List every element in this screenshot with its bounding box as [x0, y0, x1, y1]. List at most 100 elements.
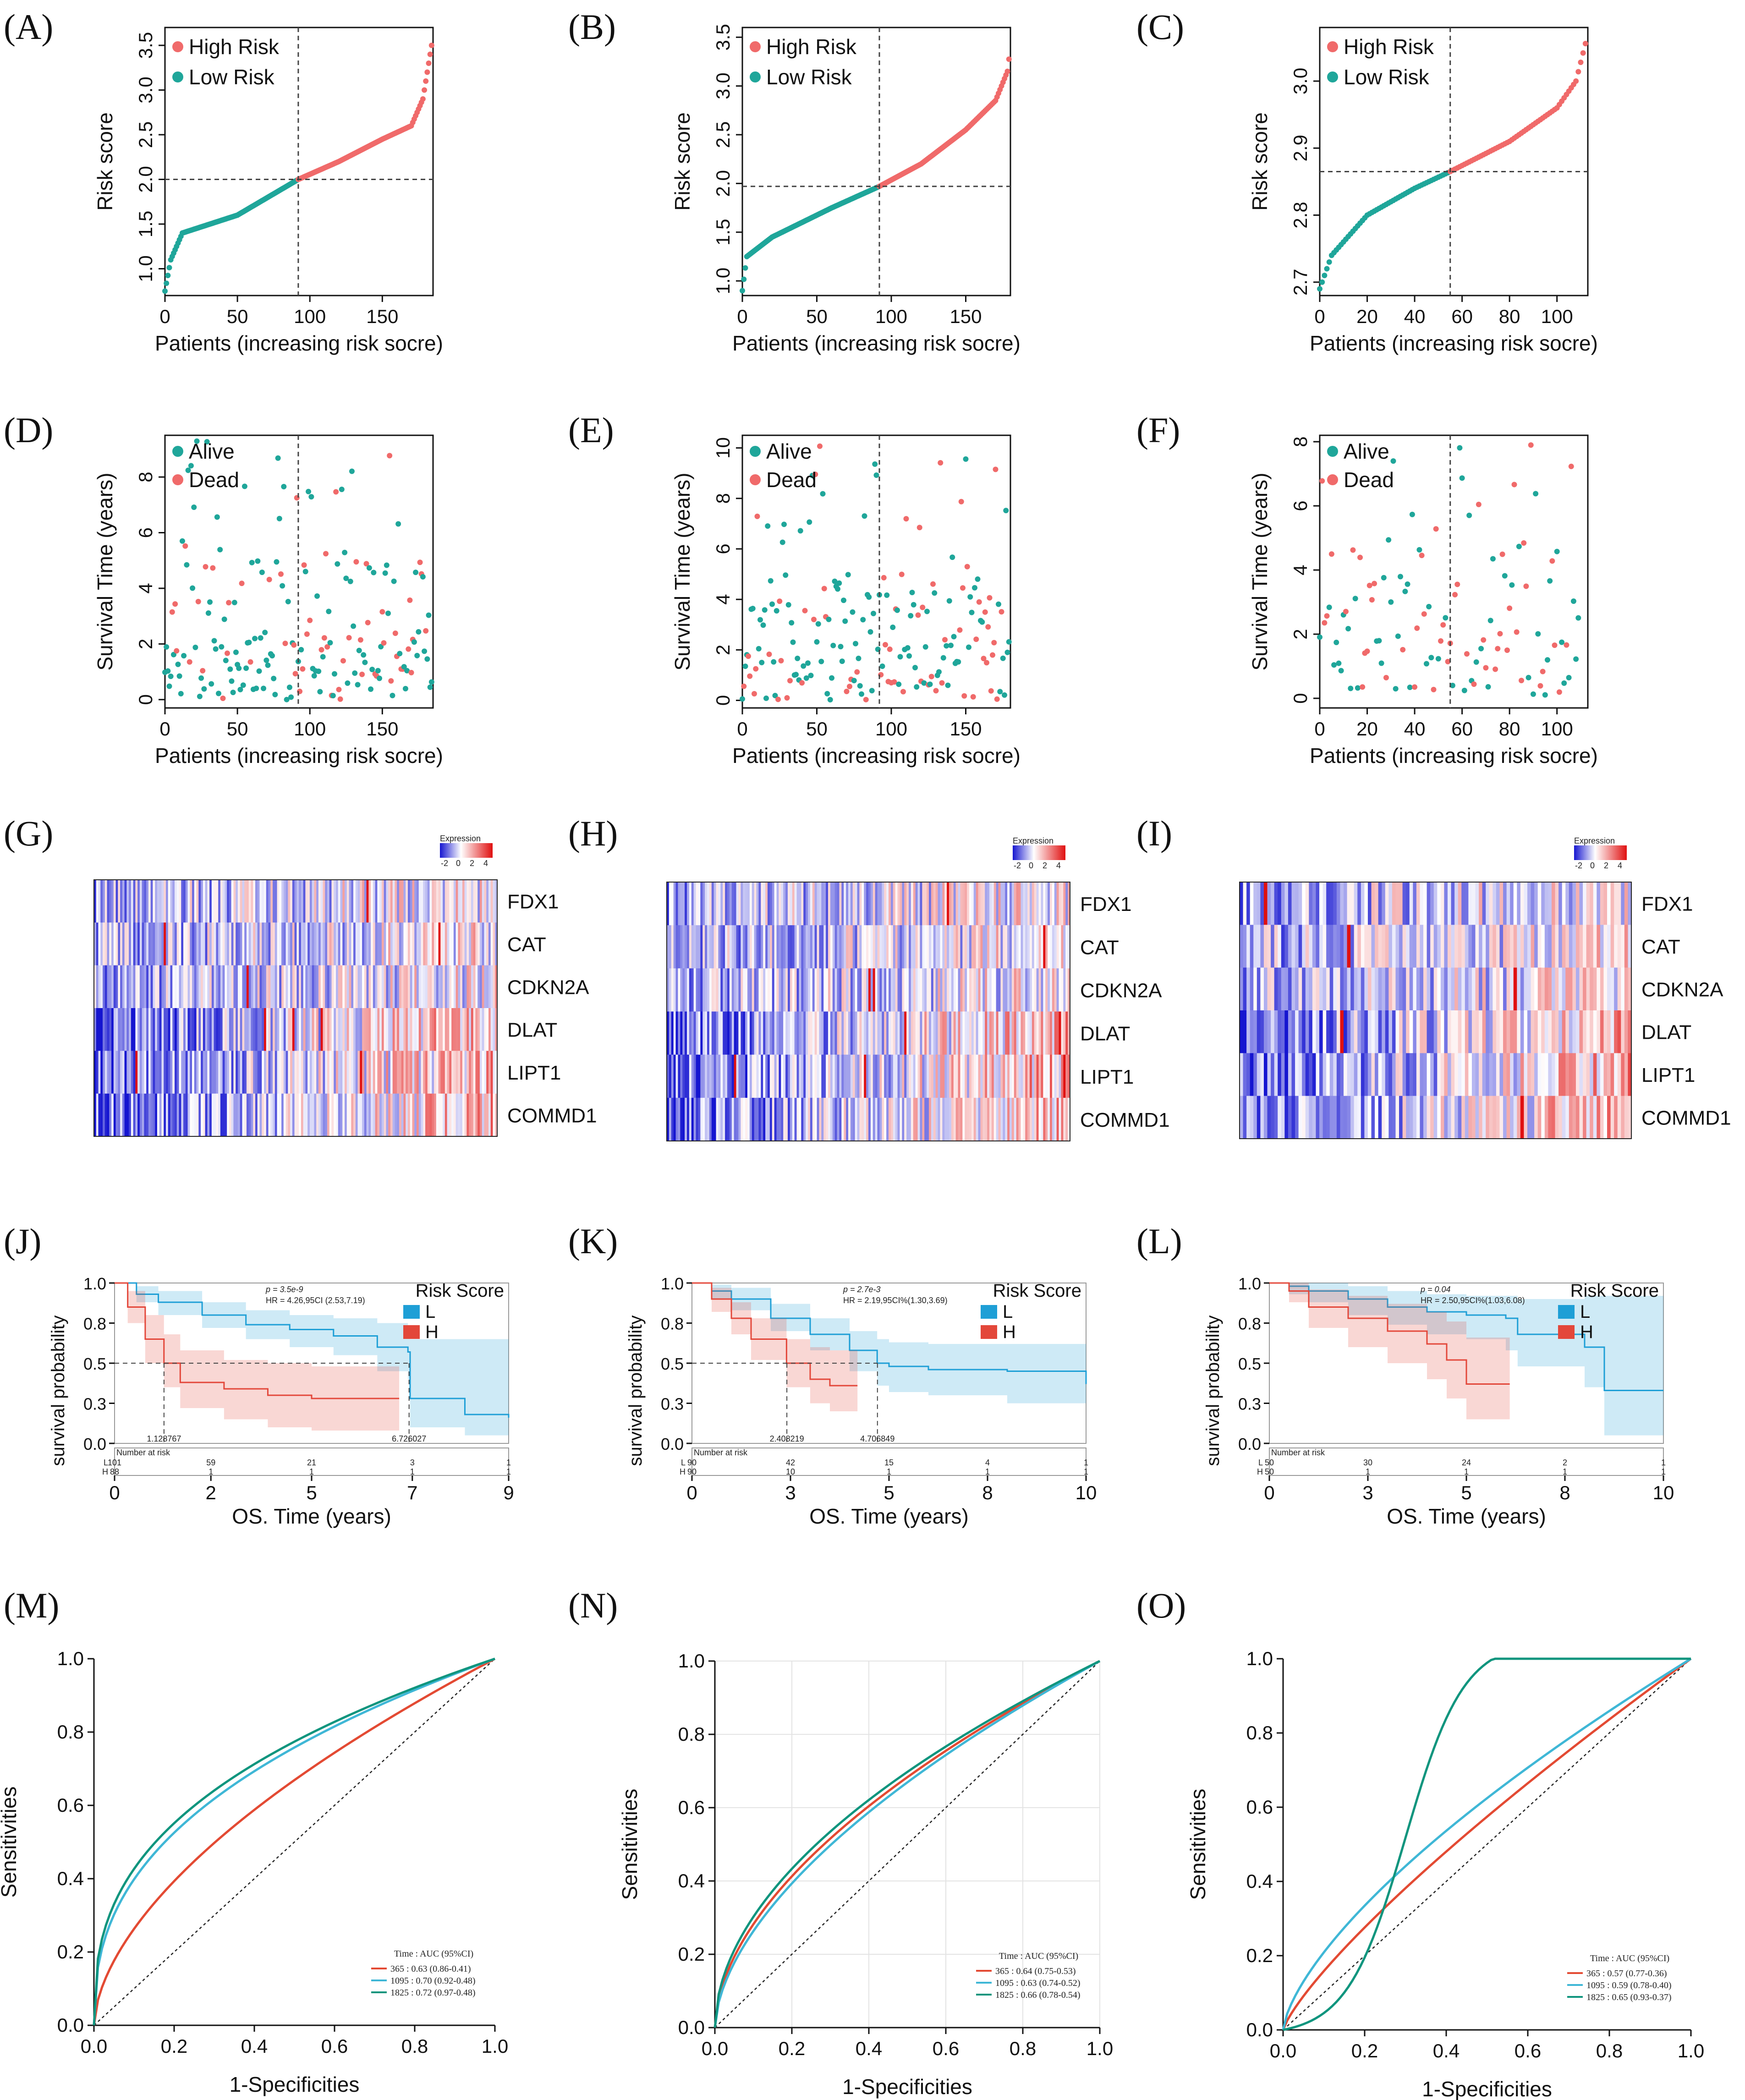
heat-cell — [996, 1011, 999, 1055]
alive-point — [176, 673, 182, 679]
heat-cell — [412, 1008, 415, 1051]
heat-cell — [808, 882, 811, 926]
heat-cell — [1597, 967, 1601, 1011]
heat-cell — [709, 1097, 712, 1141]
risk-count-H: 88 — [110, 1467, 119, 1476]
heat-cell — [989, 1011, 992, 1055]
roc-legend-label: 1825 : 0.66 (0.78-0.54) — [995, 1990, 1081, 2000]
heat-cell — [338, 1008, 341, 1051]
heat-cell — [1537, 882, 1542, 925]
heat-cell — [848, 925, 851, 969]
heat-cell — [967, 1011, 970, 1055]
heat-cell — [1065, 882, 1068, 926]
heat-cell — [115, 1051, 118, 1094]
alive-point — [851, 678, 857, 684]
heat-cell — [1551, 1053, 1556, 1097]
alive-point — [779, 539, 785, 545]
x-tick-label: 2 — [206, 1482, 216, 1503]
risk-point — [1582, 41, 1588, 47]
heat-cell — [855, 1097, 858, 1141]
heat-cell — [781, 968, 784, 1012]
heat-cell — [368, 1093, 371, 1137]
heat-cell — [1430, 1010, 1434, 1053]
heat-cell — [1063, 882, 1066, 926]
heat-cell — [294, 922, 297, 966]
x-tick-label: 100 — [1541, 718, 1573, 740]
heat-cell — [150, 965, 154, 1009]
heat-cell — [397, 1093, 400, 1137]
heat-cell — [747, 882, 750, 926]
heat-cell — [231, 1008, 234, 1051]
heat-cell — [285, 1008, 288, 1051]
heat-cell — [390, 1051, 393, 1094]
heat-cell — [864, 968, 867, 1012]
heat-cell — [1531, 1053, 1535, 1097]
heat-cell — [1309, 1096, 1313, 1139]
heat-cell — [345, 1008, 347, 1051]
heat-cell — [949, 1011, 952, 1055]
heat-cell — [1461, 1096, 1465, 1139]
heat-cell — [331, 1051, 334, 1094]
y-tick-label: 0.0 — [661, 1435, 684, 1453]
heat-cell — [1000, 882, 1003, 926]
heat-cell — [1016, 1097, 1019, 1141]
risk-count-L: 1 — [1084, 1458, 1088, 1467]
heat-cell — [444, 922, 448, 966]
y-tick-label: 0.8 — [57, 1721, 84, 1743]
alive-point — [1393, 686, 1399, 692]
heat-cell — [290, 1051, 293, 1094]
heat-cell — [277, 1093, 280, 1137]
heat-cell — [743, 1097, 746, 1141]
heat-cell — [1326, 882, 1330, 925]
heat-cell — [667, 1097, 669, 1141]
heat-cell — [211, 922, 214, 966]
alive-point — [827, 696, 833, 702]
heat-cell — [264, 922, 267, 966]
heat-cell — [1416, 967, 1421, 1011]
alive-point — [1423, 661, 1429, 667]
heat-cell — [153, 965, 155, 1009]
heat-cell — [362, 1008, 365, 1051]
x-tick-label: 9 — [503, 1482, 514, 1503]
heat-cell — [486, 1051, 489, 1094]
heat-cell — [399, 880, 402, 923]
heat-cell — [924, 1054, 927, 1098]
heat-cell — [906, 882, 909, 926]
heat-cell — [1038, 1011, 1042, 1055]
heat-cell — [1333, 882, 1337, 925]
alive-point — [951, 634, 957, 640]
alive-point — [946, 598, 952, 604]
heat-cell — [922, 925, 925, 969]
heat-cell — [318, 880, 321, 923]
km-curve-H — [692, 1282, 858, 1387]
gene-label: FDX1 — [1080, 893, 1131, 916]
heat-cell — [745, 925, 748, 969]
heat-cell — [1021, 882, 1023, 926]
heat-cell — [702, 1054, 705, 1098]
legend-high-dot — [750, 41, 761, 52]
heat-cell — [857, 1011, 860, 1055]
heat-cell — [131, 1093, 134, 1137]
heat-cell — [1250, 1010, 1254, 1053]
y-tick-label: 3.0 — [712, 72, 734, 99]
heat-cell — [1621, 967, 1625, 1011]
dead-point — [172, 601, 178, 607]
heat-cell — [135, 1051, 138, 1094]
heat-cell — [120, 880, 123, 923]
alive-point — [413, 570, 419, 576]
heat-cell — [889, 882, 891, 926]
heat-cell — [458, 1093, 461, 1137]
heat-cell — [1395, 1096, 1399, 1139]
heat-cell — [469, 1051, 472, 1094]
heat-cell — [242, 880, 245, 923]
heat-cell — [1440, 967, 1445, 1011]
heat-cell — [718, 925, 721, 969]
heat-cell — [832, 1011, 835, 1055]
dead-point — [1499, 551, 1505, 557]
heat-cell — [1319, 967, 1323, 1011]
heat-cell — [113, 1008, 116, 1051]
heat-cell — [423, 1093, 426, 1137]
heat-cell — [329, 965, 332, 1009]
heat-cell — [175, 1051, 177, 1094]
